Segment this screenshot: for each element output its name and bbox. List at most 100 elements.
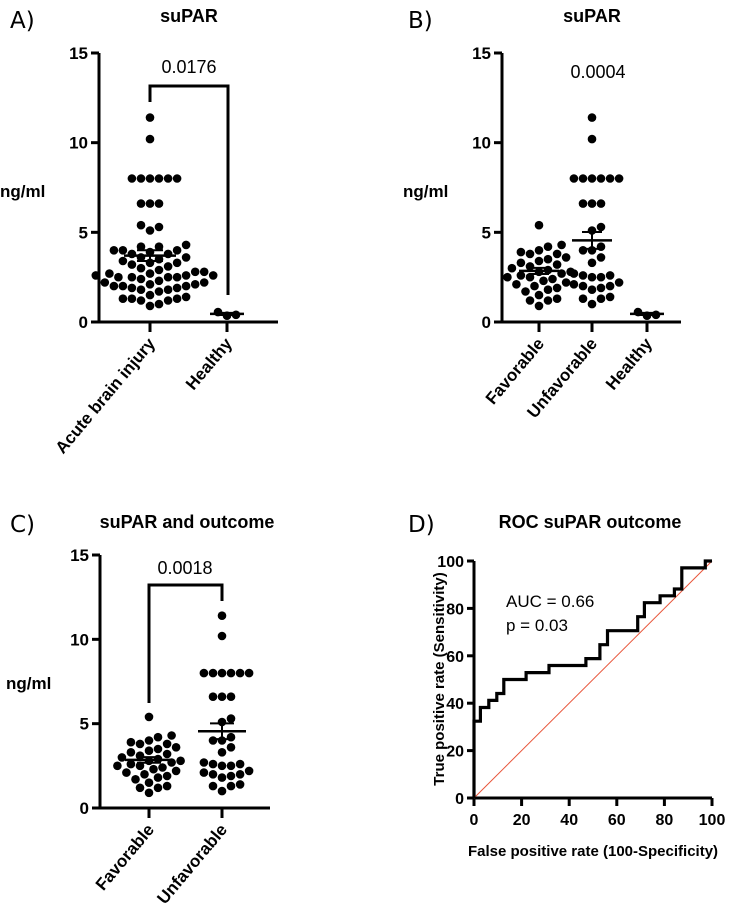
data-point	[235, 770, 245, 779]
x-tick-label: 100	[699, 812, 726, 829]
data-point	[163, 174, 173, 183]
data-point	[154, 199, 164, 208]
x-tick-label: Favorable	[92, 820, 158, 894]
data-point	[162, 739, 172, 749]
data-point	[144, 788, 154, 798]
data-point	[587, 272, 597, 282]
y-axis-label: True positive rate (Sensitivity)	[431, 572, 448, 785]
data-point	[596, 199, 606, 208]
chart-title: ROC suPAR outcome	[499, 512, 682, 532]
data-point	[163, 285, 173, 295]
data-point	[127, 272, 137, 282]
y-axis-label: ng/ml	[403, 182, 448, 201]
data-point	[543, 285, 553, 295]
x-tick-label: 20	[513, 812, 531, 829]
panel-label: C)	[10, 512, 35, 538]
data-point	[136, 296, 146, 305]
roc-curve	[472, 559, 712, 798]
x-tick-label: 60	[608, 812, 626, 829]
data-point	[145, 134, 155, 144]
y-tick-label: 0	[80, 799, 89, 818]
data-point	[153, 744, 163, 754]
data-point	[145, 280, 155, 289]
data-point	[552, 294, 562, 304]
data-point	[118, 281, 128, 291]
data-point	[596, 294, 606, 304]
data-point	[244, 766, 254, 776]
data-point	[208, 759, 218, 769]
data-point	[171, 766, 181, 776]
data-point	[208, 770, 218, 779]
y-tick-label: 80	[446, 601, 464, 618]
panel-b: B) suPAR ng/ml 0.0004 051015FavorableUnf…	[403, 6, 681, 422]
data-point	[100, 278, 110, 287]
data-point	[587, 199, 597, 208]
data-point	[167, 731, 176, 740]
data-point	[145, 113, 155, 122]
data-point	[127, 249, 137, 259]
x-tick-label: Unfavorable	[153, 820, 231, 907]
y-tick-label: 5	[79, 223, 88, 242]
data-point	[543, 296, 553, 305]
data-point	[199, 758, 209, 767]
data-point	[596, 253, 606, 262]
y-tick-label: 20	[446, 744, 464, 761]
data-point	[525, 272, 535, 282]
x-tick-label: Healthy	[602, 334, 656, 394]
data-point	[226, 771, 236, 781]
data-point	[181, 240, 191, 250]
data-point	[136, 199, 146, 208]
y-tick-label: 10	[69, 134, 88, 153]
data-point	[136, 220, 146, 230]
p-value-label: 0.0004	[570, 62, 625, 82]
panel-label: B)	[408, 8, 433, 34]
data-point	[226, 668, 236, 678]
y-tick-label: 15	[472, 44, 491, 63]
significance-bracket	[148, 84, 230, 295]
data-point	[578, 246, 588, 255]
y-tick-label: 5	[482, 223, 491, 242]
data-point	[172, 246, 182, 255]
p-value-annotation: p = 0.03	[506, 616, 568, 635]
data-point	[605, 271, 615, 280]
data-point	[145, 199, 155, 208]
data-point	[503, 272, 512, 282]
data-point	[136, 263, 146, 273]
data-point	[587, 285, 597, 295]
data-point	[131, 775, 140, 784]
data-point	[226, 714, 236, 723]
data-point	[578, 271, 588, 280]
data-point	[516, 247, 526, 257]
y-tick-label: 0	[79, 313, 88, 332]
data-point	[144, 746, 154, 755]
data-point	[530, 281, 539, 291]
data-point	[587, 174, 597, 183]
data-point	[172, 174, 182, 183]
p-value-label: 0.0176	[161, 57, 216, 77]
data-point	[190, 280, 200, 289]
dot-plot-a: 0 5 10 15 Acute brain injury Healthy	[52, 44, 278, 457]
data-point	[127, 283, 137, 293]
data-point	[154, 265, 164, 275]
data-point	[153, 732, 163, 742]
panel-label: A)	[10, 8, 35, 34]
data-point	[181, 253, 191, 262]
data-point	[217, 786, 227, 796]
x-tick-label: 80	[656, 812, 674, 829]
y-tick-label: 15	[69, 44, 88, 63]
data-point	[226, 692, 236, 701]
data-point	[181, 292, 191, 302]
data-point	[154, 299, 164, 309]
data-point	[154, 174, 164, 183]
data-point	[516, 271, 526, 280]
data-point	[208, 692, 218, 701]
y-axis-label: ng/ml	[0, 182, 45, 201]
data-point	[181, 271, 191, 280]
data-point	[145, 174, 155, 183]
data-point	[181, 281, 191, 291]
data-point	[587, 134, 597, 144]
data-point	[153, 783, 163, 793]
x-tick-label: Acute brain injury	[52, 334, 160, 457]
y-tick-label: 15	[70, 546, 89, 565]
